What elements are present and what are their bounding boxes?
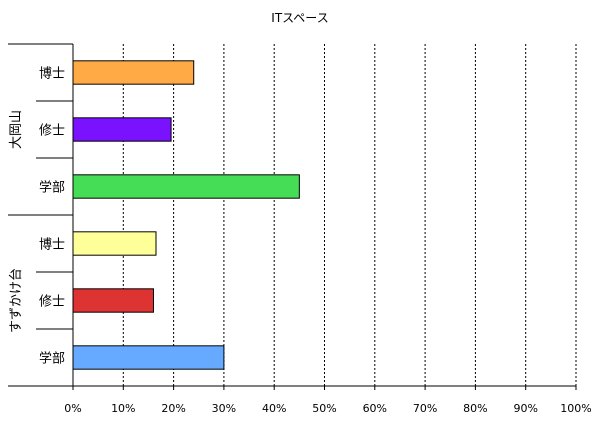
- x-tick-label: 30%: [212, 402, 236, 415]
- x-tick-labels: 0% 10% 20% 30% 40% 50% 60% 70% 80% 90% 100%: [64, 402, 591, 415]
- x-tick-label: 90%: [513, 402, 537, 415]
- axes: [8, 43, 577, 390]
- y-category-label: 修士: [39, 295, 65, 310]
- bar: [72, 345, 225, 370]
- x-tick-label: 40%: [262, 402, 286, 415]
- y-category-label: 学部: [39, 180, 65, 196]
- chart-title: ITスペース: [271, 11, 328, 25]
- y-category-label: 博士: [39, 67, 65, 82]
- gridlines: [122, 44, 577, 386]
- y-category-label: 学部: [39, 351, 65, 367]
- x-tick-label: 0%: [64, 402, 81, 415]
- bar: [72, 117, 172, 142]
- x-tick-label: 100%: [560, 402, 591, 415]
- y-category-label: 博士: [39, 238, 65, 253]
- x-tick-label: 60%: [363, 402, 387, 415]
- bars: [72, 60, 300, 370]
- x-tick-label: 10%: [111, 402, 135, 415]
- bar: [72, 231, 157, 256]
- x-tick-label: 20%: [161, 402, 185, 415]
- y-group-label: すずかけ台: [9, 268, 24, 333]
- x-tick-label: 70%: [413, 402, 437, 415]
- bar: [72, 288, 154, 313]
- y-category-label: 修士: [39, 124, 65, 139]
- bar: [72, 174, 300, 199]
- x-tick-label: 50%: [312, 402, 336, 415]
- x-tick-label: 80%: [463, 402, 487, 415]
- y-group-label: 大岡山: [9, 110, 24, 149]
- bar: [72, 60, 195, 85]
